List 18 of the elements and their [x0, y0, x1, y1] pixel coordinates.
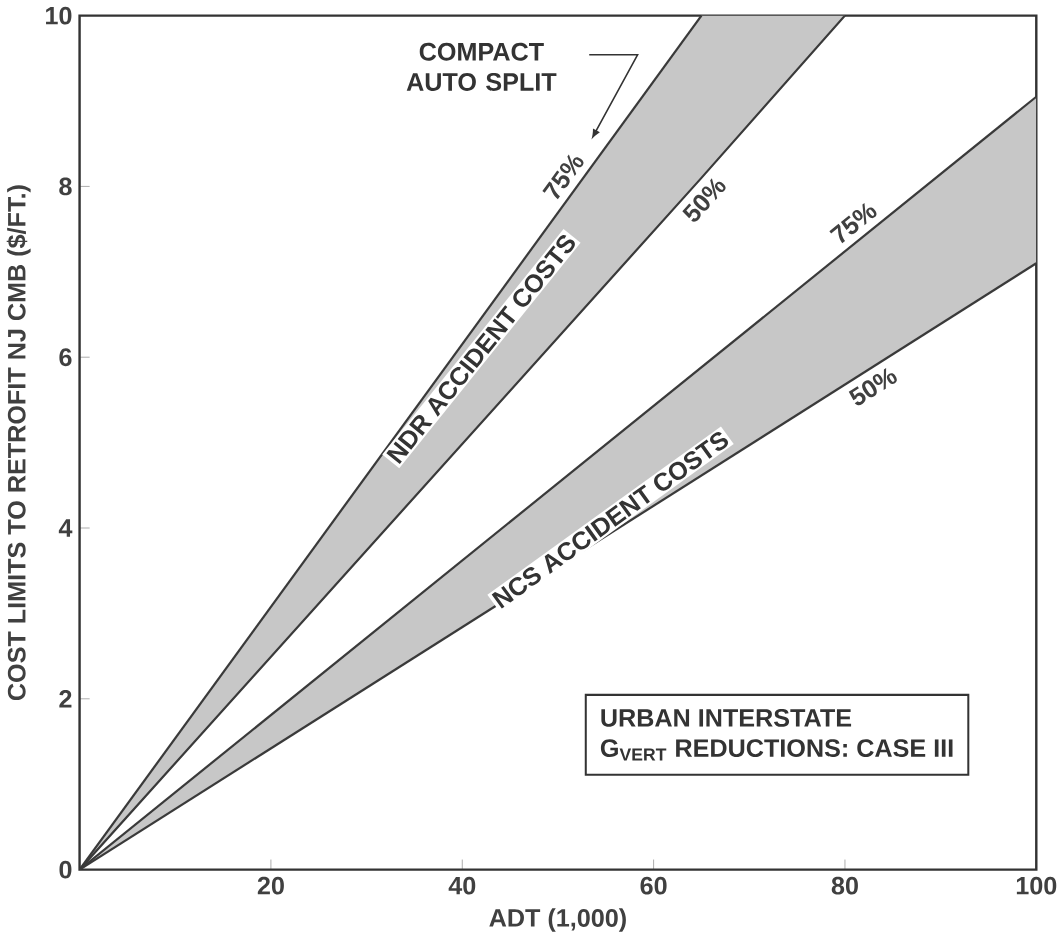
y-tick-label: 2: [59, 690, 72, 708]
x-tick-label: 40: [448, 876, 476, 895]
y-tick-label: 10: [46, 6, 72, 25]
x-tick-label: 60: [640, 876, 667, 895]
y-tick-label: 6: [59, 348, 72, 367]
y-axis-title: COST LIMITS TO RETROFIT NJ CMB ($/FT.): [6, 185, 31, 701]
y-tick-label: 4: [58, 519, 73, 537]
x-axis-title: ADT (1,000): [489, 908, 626, 933]
x-tick-label: 100: [1016, 876, 1057, 895]
annotation: G$_{VERT}$ REDUCTIONS: CASE III: [600, 739, 953, 761]
annotation: COMPACT AUTO SPLIT: [406, 43, 557, 92]
x-tick-label: 80: [831, 876, 858, 895]
y-tick-label: 0: [59, 860, 72, 879]
y-tick-label: 8: [59, 177, 72, 196]
text: 50%: [848, 368, 897, 406]
annotation: URBAN INTERSTATE: [601, 709, 852, 728]
text: 75%: [829, 203, 877, 244]
x-tick-label: 20: [257, 876, 284, 895]
